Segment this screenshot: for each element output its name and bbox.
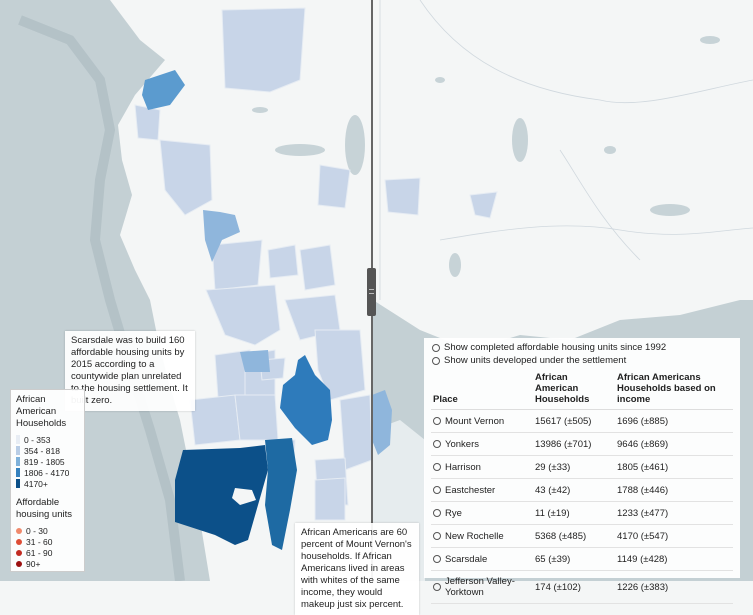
legend-swatch <box>16 435 20 444</box>
households-cell: 174 (±102) <box>533 570 615 604</box>
legend-label: 61 - 90 <box>26 547 53 558</box>
radio-icon[interactable] <box>432 356 440 365</box>
legend-title: African American Households <box>16 394 67 429</box>
households-cell: 15617 (±505) <box>533 409 615 433</box>
legend-unit-row: 0 - 30 <box>16 525 79 536</box>
table-row[interactable]: Jefferson Valley-Yorktown 174 (±102) 1226 … <box>431 570 733 604</box>
legend-unit-row: 90+ <box>16 558 79 569</box>
households-cell: 65 (±39) <box>533 547 615 571</box>
header-aa-households: African American Households <box>533 370 615 410</box>
place-name: Yonkers <box>445 438 479 450</box>
table-row[interactable]: Scarsdale 65 (±39) 1149 (±428) <box>431 547 733 571</box>
legend-units-title: Affordable housing units <box>16 497 72 520</box>
place-name: Jefferson Valley-Yorktown <box>445 576 515 598</box>
place-name: Harrison <box>445 461 481 473</box>
legend-label: 0 - 30 <box>26 525 48 536</box>
legend-label: 1806 - 4170 <box>24 467 70 478</box>
place-name: Scarsdale <box>445 553 488 565</box>
income-cell: 4170 (±547) <box>615 524 733 548</box>
households-cell: 43 (±42) <box>533 478 615 502</box>
place-cell[interactable]: Scarsdale <box>431 547 533 571</box>
legend-dot <box>16 549 22 556</box>
places-table: Place African American Households Africa… <box>431 370 733 604</box>
place-cell[interactable]: Eastchester <box>431 478 533 502</box>
legend-dot <box>16 527 22 534</box>
income-cell: 1233 (±477) <box>615 501 733 525</box>
income-cell: 1696 (±885) <box>615 409 733 433</box>
legend-unit-row: 61 - 90 <box>16 547 79 558</box>
option-settlement-units[interactable]: Show units developed under the settlemen… <box>432 355 740 366</box>
swipe-handle[interactable] <box>367 268 376 316</box>
radio-icon[interactable] <box>432 343 440 352</box>
table-row[interactable]: Yonkers 13986 (±701) 9646 (±869) <box>431 432 733 456</box>
legend-label: 4170+ <box>24 478 48 489</box>
table-row[interactable]: New Rochelle 5368 (±485) 4170 (±547) <box>431 524 733 548</box>
map-legend: African American Households 0 - 353 354 -… <box>10 389 85 572</box>
income-cell: 1805 (±461) <box>615 455 733 479</box>
place-cell[interactable]: Rye <box>431 501 533 525</box>
tracts-mid <box>203 210 392 455</box>
table-row[interactable]: Rye 11 (±19) 1233 (±477) <box>431 501 733 525</box>
place-name: Eastchester <box>445 484 496 496</box>
place-name: New Rochelle <box>445 530 504 542</box>
table-row[interactable]: Harrison 29 (±33) 1805 (±461) <box>431 455 733 479</box>
legend-dot <box>16 538 22 545</box>
legend-label: 354 - 818 <box>24 445 60 456</box>
option-completed-label: Show completed affordable housing units … <box>444 342 667 353</box>
radio-icon[interactable] <box>433 509 441 517</box>
place-name: Rye <box>445 507 462 519</box>
header-aa-income: African Americans Households based on in… <box>615 370 733 410</box>
tracts-dark <box>142 70 332 550</box>
data-panel: Show completed affordable housing units … <box>424 338 740 604</box>
legend-household-row: 0 - 353 <box>16 434 79 445</box>
legend-household-row: 1806 - 4170 <box>16 467 79 478</box>
income-cell: 9646 (±869) <box>615 432 733 456</box>
income-cell: 1226 (±383) <box>615 570 733 604</box>
radio-icon[interactable] <box>433 417 441 425</box>
radio-icon[interactable] <box>433 555 441 563</box>
households-cell: 5368 (±485) <box>533 524 615 548</box>
income-cell: 1788 (±446) <box>615 478 733 502</box>
legend-household-row: 4170+ <box>16 478 79 489</box>
legend-label: 90+ <box>26 558 41 569</box>
legend-household-row: 819 - 1805 <box>16 456 79 467</box>
income-cell: 1149 (±428) <box>615 547 733 571</box>
radio-icon[interactable] <box>433 532 441 540</box>
tracts-light <box>134 7 498 521</box>
households-cell: 11 (±19) <box>533 501 615 525</box>
option-settlement-label: Show units developed under the settlemen… <box>444 355 627 366</box>
legend-swatch <box>16 446 20 455</box>
table-row[interactable]: Eastchester 43 (±42) 1788 (±446) <box>431 478 733 502</box>
place-cell[interactable]: Jefferson Valley-Yorktown <box>431 570 533 604</box>
legend-swatch <box>16 468 20 477</box>
radio-icon[interactable] <box>433 463 441 471</box>
legend-unit-row: 31 - 60 <box>16 536 79 547</box>
place-cell[interactable]: Harrison <box>431 455 533 479</box>
legend-swatch <box>16 457 20 466</box>
header-place: Place <box>431 370 533 410</box>
mount-vernon-callout: African Americans are 60 percent of Moun… <box>295 523 419 615</box>
table-row[interactable]: Mount Vernon 15617 (±505) 1696 (±885) <box>431 409 733 433</box>
place-cell[interactable]: Mount Vernon <box>431 409 533 433</box>
households-cell: 13986 (±701) <box>533 432 615 456</box>
legend-label: 0 - 353 <box>24 434 51 445</box>
legend-label: 31 - 60 <box>26 536 53 547</box>
legend-swatch <box>16 479 20 488</box>
option-completed-units[interactable]: Show completed affordable housing units … <box>432 342 740 353</box>
legend-dot <box>16 560 22 567</box>
radio-icon[interactable] <box>433 440 441 448</box>
place-cell[interactable]: Yonkers <box>431 432 533 456</box>
radio-icon[interactable] <box>433 583 441 591</box>
scarsdale-callout: Scarsdale was to build 160 affordable ho… <box>65 331 195 411</box>
place-cell[interactable]: New Rochelle <box>431 524 533 548</box>
households-cell: 29 (±33) <box>533 455 615 479</box>
place-name: Mount Vernon <box>445 415 505 427</box>
legend-label: 819 - 1805 <box>24 456 65 467</box>
radio-icon[interactable] <box>433 486 441 494</box>
legend-household-row: 354 - 818 <box>16 445 79 456</box>
